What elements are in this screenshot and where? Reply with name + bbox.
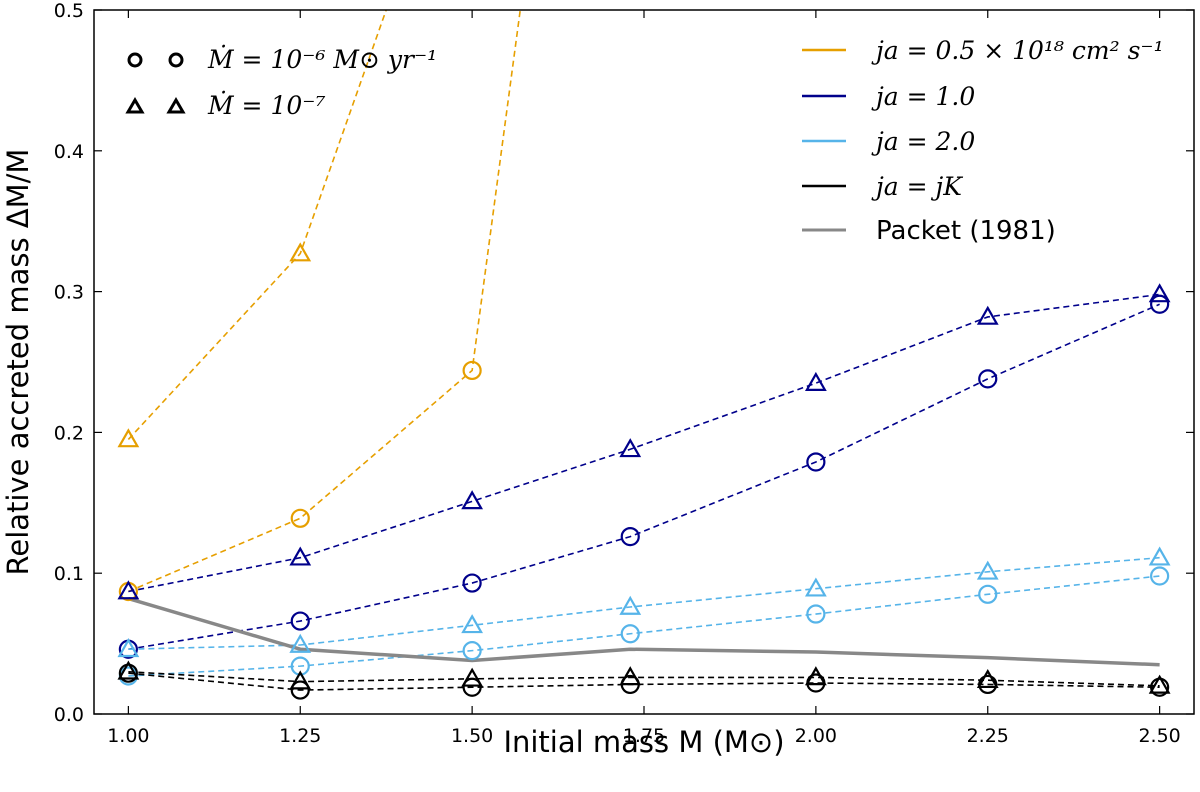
data-point-triangle — [1148, 546, 1171, 566]
data-point-circle — [290, 611, 310, 631]
data-point-triangle — [804, 666, 827, 686]
data-point-circle — [978, 369, 998, 389]
series-line-6 — [128, 672, 1160, 691]
data-point-circle — [978, 584, 998, 604]
data-point-triangle — [461, 490, 484, 510]
series-line-5 — [128, 556, 1160, 651]
color-legend: ja = 0.5 × 10¹⁸ cm² s⁻¹ ja = 1.0 ja = 2.… — [802, 36, 1164, 246]
data-point-triangle — [1148, 283, 1171, 303]
data-point-circle — [620, 526, 640, 547]
data-point-circle — [290, 680, 310, 700]
data-point-triangle — [804, 577, 827, 597]
y-tick-label: 0.2 — [54, 422, 84, 444]
x-tick-label: 1.50 — [451, 725, 493, 747]
data-point-triangle — [976, 668, 999, 689]
data-point-triangle — [289, 546, 312, 566]
x-tick-label: 1.25 — [279, 725, 321, 747]
data-point-triangle — [619, 595, 642, 615]
data-point-triangle — [289, 670, 312, 690]
data-point-triangle — [117, 580, 140, 600]
legend-mdot7-label: Ṁ = 10⁻⁷ — [207, 91, 325, 120]
data-point-triangle — [976, 560, 999, 580]
series-line-7 — [128, 670, 1160, 687]
data-point-triangle — [117, 638, 140, 658]
legend-circle-marker-1 — [127, 52, 143, 68]
data-point-triangle — [804, 371, 827, 391]
data-point-triangle — [461, 614, 484, 634]
legend-label-jaK: ja = jK — [871, 172, 963, 201]
legend-triangle-marker-2 — [166, 97, 186, 114]
legend-label-ja10: ja = 1.0 — [871, 82, 975, 111]
y-tick-label: 0.0 — [54, 704, 84, 726]
data-point-circle — [620, 624, 640, 644]
y-axis-title: Relative accreted mass ΔM/M — [1, 149, 35, 576]
x-tick-label: 2.25 — [967, 725, 1009, 747]
data-point-triangle — [1148, 674, 1171, 694]
legend-triangle-marker-1 — [125, 97, 145, 114]
legend-label-ja05: ja = 0.5 × 10¹⁸ cm² s⁻¹ — [871, 36, 1164, 65]
data-point-triangle — [976, 305, 999, 325]
data-point-circle — [1150, 294, 1170, 314]
data-point-circle — [806, 604, 826, 624]
data-point-circle — [462, 573, 482, 593]
data-point-triangle — [619, 666, 642, 686]
data-point-circle — [1150, 566, 1170, 586]
y-tick-label: 0.1 — [54, 563, 84, 585]
series-line-4 — [128, 575, 1160, 677]
x-axis-title: Initial mass M (M⊙) — [503, 725, 784, 759]
marker-legend: Ṁ = 10⁻⁶ M⊙ yr⁻¹ Ṁ = 10⁻⁷ — [125, 45, 437, 120]
data-point-triangle — [461, 667, 484, 687]
data-point-triangle — [619, 438, 642, 458]
series-line-1 — [127, 10, 387, 440]
tick-layer: 1.00 1.25 1.50 1.75 2.00 2.25 2.50 0.0 0.1 0.2 0.3… — [54, 0, 1194, 747]
data-point-triangle — [117, 428, 140, 448]
data-point-circle — [806, 452, 826, 472]
legend-circle-marker-2 — [168, 52, 184, 68]
y-tick-label: 0.5 — [54, 0, 84, 22]
x-tick-label: 2.50 — [1138, 725, 1180, 747]
y-tick-label: 0.3 — [54, 282, 84, 304]
series-line-3 — [128, 293, 1160, 593]
marker-layer — [117, 242, 1171, 700]
data-point-triangle — [117, 660, 140, 680]
x-tick-label: 2.00 — [795, 725, 837, 747]
series-line-8 — [127, 596, 1160, 667]
series-layer — [127, 10, 1160, 691]
x-tick-label: 1.75 — [623, 725, 665, 747]
data-point-triangle — [289, 633, 312, 653]
legend-mdot6-label: Ṁ = 10⁻⁶ M⊙ yr⁻¹ — [207, 45, 437, 74]
series-line-2 — [128, 303, 1160, 651]
data-point-circle — [462, 677, 482, 697]
data-point-circle — [462, 641, 482, 661]
x-tick-label: 1.00 — [107, 725, 149, 747]
legend-label-ja20: ja = 2.0 — [871, 127, 975, 156]
legend-label-packet: Packet (1981) — [876, 216, 1056, 246]
series-line-0 — [128, 10, 522, 593]
data-point-triangle — [289, 242, 312, 262]
data-point-circle — [290, 508, 310, 528]
data-point-circle — [462, 360, 482, 381]
y-tick-label: 0.4 — [54, 141, 84, 163]
